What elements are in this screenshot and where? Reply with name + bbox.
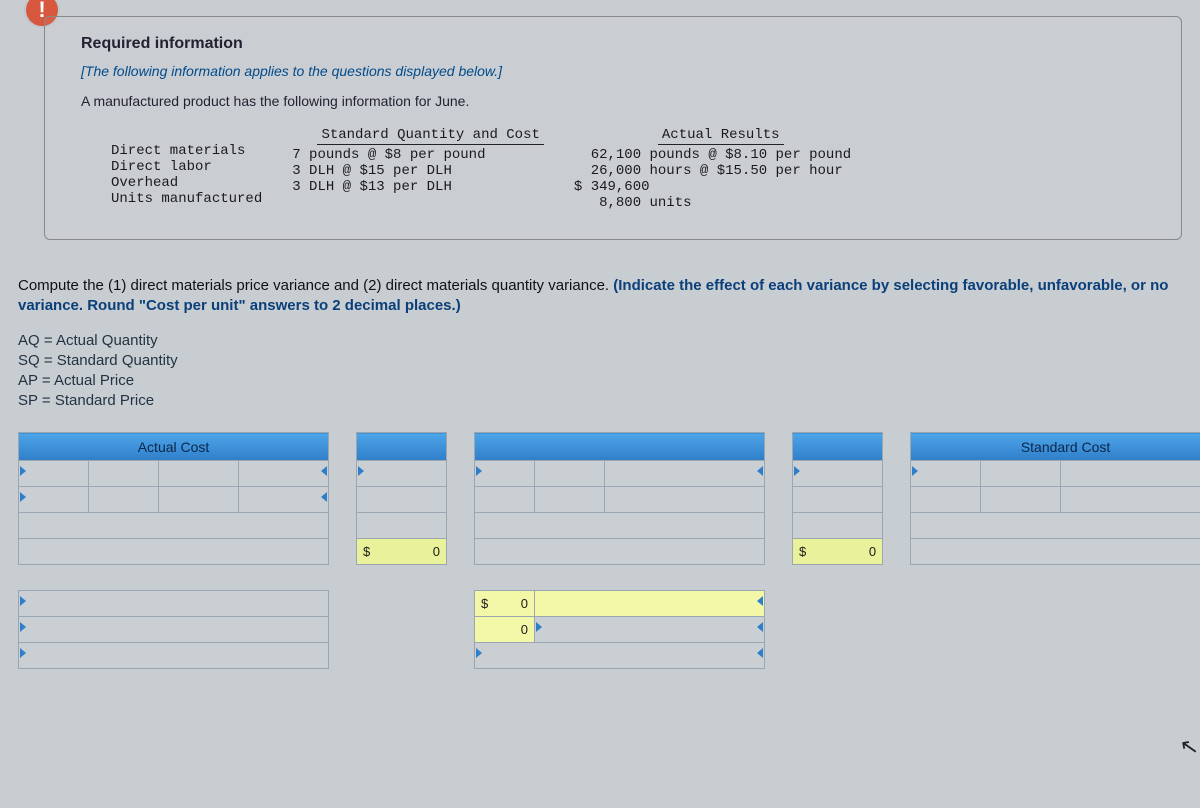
- spacer-row: [19, 513, 1200, 539]
- header-standard-cost: Standard Cost: [911, 433, 1200, 461]
- qty-variance-label-input[interactable]: [19, 617, 328, 642]
- header-actual-cost: Actual Cost: [19, 433, 329, 461]
- input-row-2: [19, 487, 1200, 513]
- mid-total-1: $0: [357, 539, 447, 565]
- panel-lead: A manufactured product has the following…: [81, 93, 1157, 109]
- header-blank-1: [357, 433, 447, 461]
- std-qty-input[interactable]: [911, 461, 980, 486]
- aqsp-qty-input[interactable]: [475, 461, 534, 486]
- worksheet-grid: Actual Cost Standard Cost: [18, 432, 1200, 669]
- r2-c2[interactable]: [89, 487, 158, 512]
- actual-price-desc-input[interactable]: [239, 461, 328, 486]
- r2-c9[interactable]: [535, 487, 604, 512]
- standard-col: Standard Quantity and Cost 7 pounds @ $8…: [292, 127, 544, 211]
- price-variance-fuv-select[interactable]: [535, 591, 764, 616]
- total-variance-label-input[interactable]: [19, 643, 328, 668]
- def-sq: SQ = Standard Quantity: [18, 351, 1182, 371]
- aqsp-total-input[interactable]: [475, 539, 764, 564]
- question-text: Compute the (1) direct materials price v…: [18, 277, 613, 294]
- r2-c4[interactable]: [239, 487, 328, 512]
- row-labels-col: Direct materials Direct labor Overhead U…: [111, 127, 262, 211]
- variance-worksheet: Actual Cost Standard Cost: [18, 432, 1182, 669]
- r2-c15[interactable]: [981, 487, 1060, 512]
- qty-variance-zero: 0: [475, 617, 535, 643]
- totals-row: $0 $0: [19, 539, 1200, 565]
- actual-col: Actual Results 62,100 pounds @ $8.10 per…: [574, 127, 851, 211]
- price-variance-amount: $0: [475, 591, 535, 617]
- input-row-1: [19, 461, 1200, 487]
- gap-row: [19, 565, 1200, 591]
- r2-c14[interactable]: [911, 487, 980, 512]
- question-block: Compute the (1) direct materials price v…: [18, 276, 1182, 412]
- variance-row-2: 0: [19, 617, 1200, 643]
- header-blank-3: [793, 433, 883, 461]
- r2-c16[interactable]: [1061, 487, 1200, 512]
- actual-total-input[interactable]: [19, 539, 328, 564]
- def-sp: SP = Standard Price: [18, 391, 1182, 411]
- aqsp-qty-desc-input[interactable]: [535, 461, 604, 486]
- actual-qty-input[interactable]: [19, 461, 88, 486]
- r2-mid2[interactable]: [793, 487, 882, 512]
- standard-body: 7 pounds @ $8 per pound 3 DLH @ $15 per …: [292, 147, 485, 195]
- qty-variance-fuv-select[interactable]: [535, 617, 764, 642]
- def-aq: AQ = Actual Quantity: [18, 331, 1182, 351]
- variance-label-row: $0: [19, 591, 1200, 617]
- mid1-input[interactable]: [357, 461, 446, 486]
- panel-heading: Required information: [81, 35, 1157, 53]
- def-ap: AP = Actual Price: [18, 371, 1182, 391]
- panel-subtitle: [The following information applies to th…: [81, 63, 1157, 79]
- total-variance-input[interactable]: [475, 643, 764, 668]
- std-price-input[interactable]: [1061, 461, 1200, 486]
- r2-c1[interactable]: [19, 487, 88, 512]
- price-variance-label-input[interactable]: [19, 591, 328, 616]
- std-qty-desc-input[interactable]: [981, 461, 1060, 486]
- standard-header: Standard Quantity and Cost: [317, 127, 543, 145]
- header-blank-2: [475, 433, 765, 461]
- definitions: AQ = Actual Quantity SQ = Standard Quant…: [18, 331, 1182, 412]
- mid-total-2: $0: [793, 539, 883, 565]
- actual-header: Actual Results: [658, 127, 784, 145]
- cost-data-table: Direct materials Direct labor Overhead U…: [111, 127, 1157, 211]
- actual-body: 62,100 pounds @ $8.10 per pound 26,000 h…: [574, 147, 851, 211]
- cursor-icon: ↖: [1177, 733, 1200, 762]
- mid2-input[interactable]: [793, 461, 882, 486]
- r2-c10[interactable]: [605, 487, 764, 512]
- aqsp-price-input[interactable]: [605, 461, 764, 486]
- r2-c3[interactable]: [159, 487, 238, 512]
- required-info-panel: Required information [The following info…: [44, 16, 1182, 240]
- total-variance-row: [19, 643, 1200, 669]
- r2-c8[interactable]: [475, 487, 534, 512]
- actual-qty-desc-input[interactable]: [89, 461, 158, 486]
- r2-mid1[interactable]: [357, 487, 446, 512]
- std-total-input[interactable]: [911, 539, 1200, 564]
- actual-price-input[interactable]: [159, 461, 238, 486]
- header-row: Actual Cost Standard Cost: [19, 433, 1200, 461]
